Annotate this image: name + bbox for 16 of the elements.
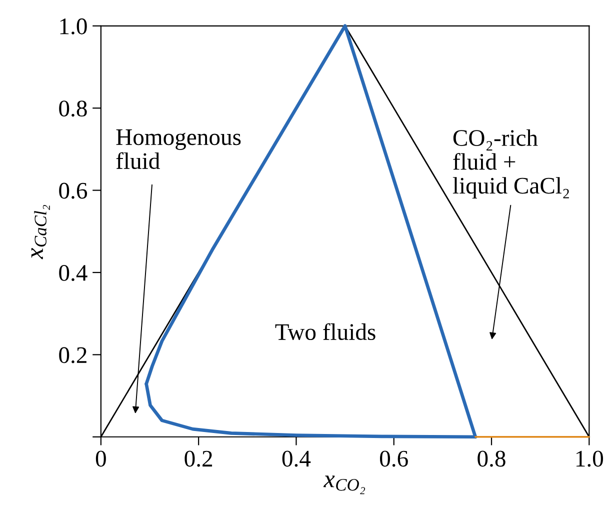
x-tick-label: 0.2 — [184, 450, 212, 467]
annotation: Two fluids — [275, 323, 376, 340]
y-tick-label: 1.0 — [60, 18, 87, 34]
x-tick-label: 1.0 — [576, 450, 604, 467]
y-axis-title: x$_{CaCl₂}$ — [31, 204, 50, 260]
annotation: Homogenous fluid — [116, 129, 241, 170]
y-tick-label: 0.6 — [59, 182, 88, 199]
x-tick-label: 0.6 — [380, 450, 408, 467]
x-tick-label: 0.8 — [478, 450, 506, 467]
y-tick-label: 0.2 — [59, 347, 86, 364]
y-tick-label: 0.4 — [59, 264, 88, 282]
x-axis-title: x$_{CO₂}$ — [323, 476, 366, 494]
x-tick-label: 0 — [96, 450, 106, 467]
annotation: CO₂-rich fluid + liquid CaCl₂ — [452, 129, 569, 199]
x-tick-label: 0.4 — [282, 450, 311, 467]
y-tick-label: 0.8 — [59, 100, 87, 117]
